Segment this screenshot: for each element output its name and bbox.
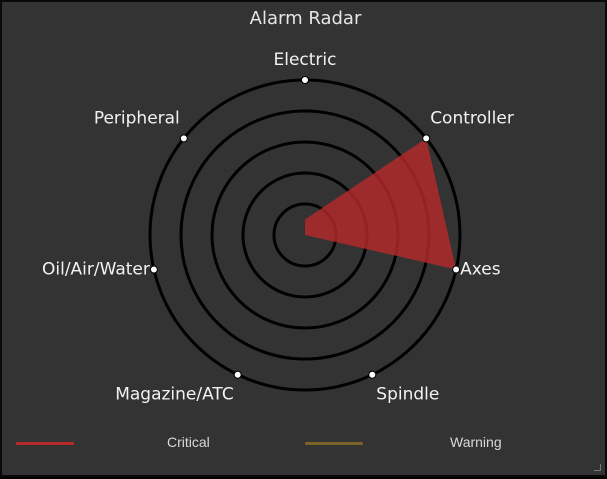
resize-grip-icon[interactable] xyxy=(594,464,601,471)
axis-point-magazine-atc[interactable] xyxy=(233,370,242,379)
axis-label-peripheral: Peripheral xyxy=(94,108,180,128)
radar-series-layer xyxy=(237,138,457,375)
axis-point-peripheral[interactable] xyxy=(179,134,188,143)
legend-label-critical[interactable]: Critical xyxy=(167,434,210,450)
legend-swatch-warning[interactable] xyxy=(305,442,363,445)
axis-label-electric: Electric xyxy=(274,50,337,70)
axis-point-electric[interactable] xyxy=(301,76,309,84)
axis-label-axes: Axes xyxy=(460,260,501,280)
legend-label-warning[interactable]: Warning xyxy=(450,434,502,450)
legend: Critical Warning xyxy=(2,430,607,456)
axis-label-magazine-atc: Magazine/ATC xyxy=(115,385,233,405)
axis-labels: Electric Controller Axes Spindle Magazine/AT… xyxy=(42,50,514,405)
series-area-critical[interactable] xyxy=(237,138,457,375)
axis-point-axes[interactable] xyxy=(452,265,461,274)
axis-point-spindle[interactable] xyxy=(368,370,377,379)
legend-swatch-critical[interactable] xyxy=(16,442,74,445)
axis-point-oil-air-water[interactable] xyxy=(149,265,158,274)
axis-points xyxy=(149,76,461,379)
chart-title: Alarm Radar xyxy=(249,8,362,29)
axis-label-spindle: Spindle xyxy=(376,385,439,405)
axis-label-controller: Controller xyxy=(430,108,514,128)
axis-point-controller[interactable] xyxy=(422,134,431,143)
axis-label-oil-air-water: Oil/Air/Water xyxy=(42,260,150,280)
